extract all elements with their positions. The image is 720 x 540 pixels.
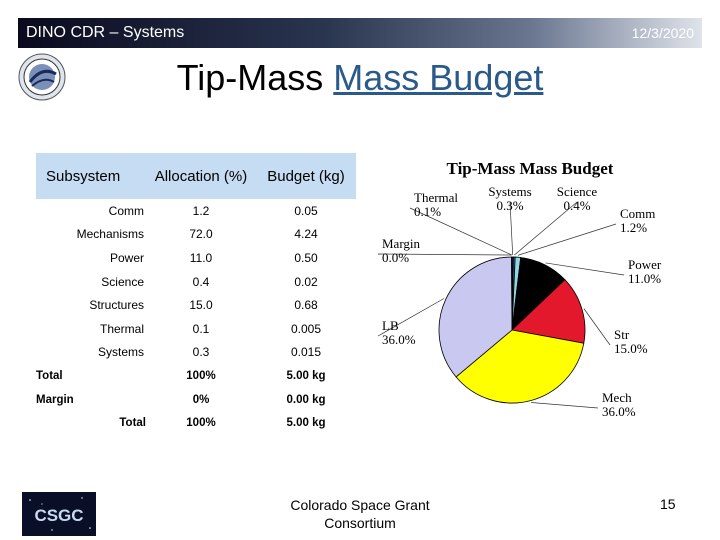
budget-cell: 0.015 [290,345,322,360]
footer-line-1: Colorado Space Grant [290,497,430,513]
table-row: Systems 0.3 0.015 [36,341,356,365]
title-link[interactable]: Mass Budget [333,57,544,98]
leader-line-margin [377,253,512,256]
total-row: Total 100% 5.00 kg [36,364,356,388]
grand-total-budget: 5.00 kg [286,417,326,430]
footer-line-2: Consortium [324,515,396,531]
slice-value-mech: 36.0% [602,404,636,419]
slice-label-thermal: Thermal [414,190,458,205]
leader-line-systems [509,201,514,256]
leader-line-str [583,308,611,346]
leader-line-thermal [409,207,512,256]
allocation-cell: 0.3 [192,345,210,360]
table-row: Power 11.0 0.50 [36,246,356,270]
chart-title: Tip-Mass Mass Budget [447,159,614,178]
budget-cell: 0.68 [294,298,318,313]
allocation-cell: 0.1 [192,321,210,336]
allocation-cell: 15.0 [189,298,213,313]
table-row: Structures 15.0 0.68 [36,293,356,317]
pie-slice-lb [438,256,513,378]
slice-label-lb: LB [382,318,399,333]
budget-cell: 4.24 [294,227,318,242]
slide-title: Tip-Mass Mass Budget [0,57,720,99]
pie-slice-str [511,279,586,344]
header-title: DINO CDR – Systems [26,24,185,41]
budget-cell: 0.50 [294,250,318,265]
slice-value-science: 0.4% [563,198,590,213]
budget-cell: 0.02 [294,274,318,289]
margin-budget: 0.00 kg [286,393,326,406]
margin-alloc: 0% [192,393,210,406]
page-number: 15 [660,496,676,512]
allocation-cell: 72.0 [189,227,213,242]
grand-total-alloc: 100% [186,417,216,430]
table-row: Comm 1.2 0.05 [36,199,356,223]
allocation-cell: 11.0 [189,250,213,265]
slice-label-power: Power [628,257,662,272]
header-date: 12/3/2020 [631,25,694,41]
margin-label: Margin [36,393,74,406]
table-row: Mechanisms 72.0 4.24 [36,223,356,247]
csgc-logo: CSGC [22,492,96,536]
allocation-cell: 1.2 [192,203,210,218]
slice-value-systems: 0.3% [496,198,523,213]
leader-line-comm [518,223,617,256]
mission-logo-icon [18,53,66,101]
leader-line-lb [377,298,445,337]
title-plain: Tip-Mass [176,57,324,98]
slice-label-margin: Margin [382,236,421,251]
slice-value-margin: 0.0% [382,250,409,265]
subsystem-cell: Structures [89,298,144,313]
allocation-cell: 0.4 [192,274,210,289]
subsystem-cell: Comm [108,203,144,218]
header-allocation: Allocation (%) [146,153,256,199]
slice-label-systems: Systems [488,184,531,199]
budget-cell: 0.05 [294,203,318,218]
margin-row: Margin 0% 0.00 kg [36,388,356,412]
subsystem-cell: Thermal [99,321,144,336]
leader-line-science [514,201,578,256]
table-row: Thermal 0.1 0.005 [36,317,356,341]
budget-table: Subsystem Allocation (%) Budget (kg) Com… [36,153,356,435]
table-row: Science 0.4 0.02 [36,270,356,294]
subsystem-cell: Power [109,250,144,265]
leader-line-mech [531,402,599,409]
total-alloc: 100% [186,369,216,382]
mass-budget-pie-chart: Tip-Mass Mass Budget Systems0.3%Science0… [377,159,662,419]
leader-line-power [545,262,625,276]
slice-value-comm: 1.2% [620,220,647,235]
footer-org: Colorado Space Grant Consortium [260,496,460,532]
pie-slice-mech [455,329,585,404]
header-subsystem: Subsystem [36,153,146,199]
header-bar: DINO CDR – Systems 12/3/2020 [18,18,702,48]
total-label: Total [36,369,63,382]
budget-cell: 0.005 [290,321,322,336]
header-budget: Budget (kg) [256,153,356,199]
slice-label-comm: Comm [620,206,655,221]
slice-value-str: 15.0% [614,341,648,356]
subsystem-cell: Science [101,274,144,289]
slice-value-lb: 36.0% [382,332,416,347]
slice-label-mech: Mech [602,390,632,405]
subsystem-cell: Mechanisms [76,227,144,242]
slice-value-thermal: 0.1% [414,204,441,219]
csgc-logo-text: CSGC [34,506,83,525]
total-budget: 5.00 kg [286,369,326,382]
subsystem-cell: Systems [97,345,144,360]
grand-total-label: Total [119,417,146,430]
slice-label-science: Science [557,184,598,199]
slice-label-str: Str [614,327,630,342]
slice-value-power: 11.0% [628,271,661,286]
grand-total-row: Total 100% 5.00 kg [36,411,356,435]
